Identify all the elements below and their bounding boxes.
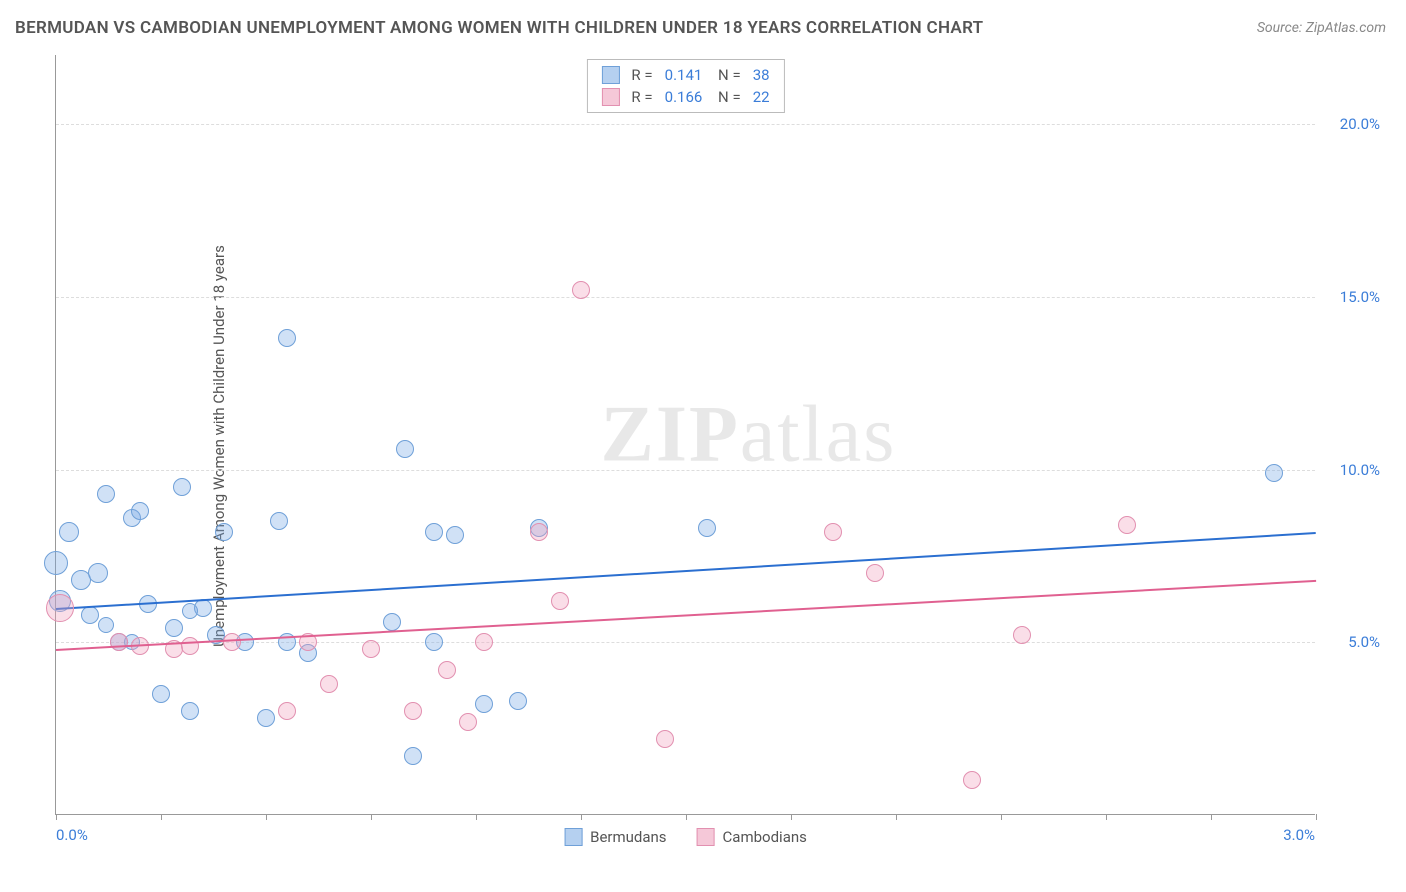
data-point: [404, 702, 422, 720]
x-tick: [791, 814, 792, 820]
data-point: [257, 709, 275, 727]
data-point: [404, 747, 422, 765]
data-point: [396, 440, 414, 458]
data-point: [181, 702, 199, 720]
data-point: [165, 619, 183, 637]
x-tick: [686, 814, 687, 820]
data-point: [459, 713, 477, 731]
data-point: [181, 637, 199, 655]
x-tick-label: 0.0%: [56, 826, 88, 844]
data-point: [698, 519, 716, 537]
data-point: [438, 661, 456, 679]
source-attribution: Source: ZipAtlas.com: [1257, 20, 1386, 36]
legend-stats-row: R = 0.141 N = 38: [601, 66, 769, 84]
legend-stats-row: R = 0.166 N = 22: [601, 88, 769, 106]
data-point: [963, 771, 981, 789]
data-point: [278, 329, 296, 347]
x-tick: [896, 814, 897, 820]
gridline: [56, 297, 1315, 298]
data-point: [446, 526, 464, 544]
trendline: [56, 532, 1316, 610]
data-point: [572, 281, 590, 299]
x-tick-label: 3.0%: [1283, 826, 1315, 844]
data-point: [1118, 516, 1136, 534]
data-point: [88, 563, 108, 583]
data-point: [270, 512, 288, 530]
data-point: [425, 523, 443, 541]
data-point: [46, 594, 74, 622]
x-tick: [56, 814, 57, 820]
data-point: [509, 692, 527, 710]
x-tick: [1001, 814, 1002, 820]
y-tick-label: 15.0%: [1340, 288, 1380, 306]
x-tick: [581, 814, 582, 820]
data-point: [44, 551, 68, 575]
data-point: [278, 702, 296, 720]
data-point: [152, 685, 170, 703]
data-point: [110, 633, 128, 651]
legend-swatch-bermudans: [564, 828, 582, 846]
data-point: [59, 522, 79, 542]
legend-item-cambodians: Cambodians: [697, 828, 807, 846]
data-point: [551, 592, 569, 610]
x-tick: [476, 814, 477, 820]
data-point: [223, 633, 241, 651]
data-point: [530, 523, 548, 541]
y-tick-label: 20.0%: [1340, 115, 1380, 133]
data-point: [98, 617, 114, 633]
legend-swatch-bermudans: [601, 66, 619, 84]
chart-title: BERMUDAN VS CAMBODIAN UNEMPLOYMENT AMONG…: [15, 18, 983, 38]
legend-stats: R = 0.141 N = 38 R = 0.166 N = 22: [586, 59, 784, 113]
data-point: [475, 695, 493, 713]
data-point: [824, 523, 842, 541]
data-point: [656, 730, 674, 748]
gridline: [56, 470, 1315, 471]
gridline: [56, 124, 1315, 125]
chart-container: BERMUDAN VS CAMBODIAN UNEMPLOYMENT AMONG…: [0, 0, 1406, 892]
y-tick-label: 10.0%: [1340, 461, 1380, 479]
x-tick: [161, 814, 162, 820]
legend-series: Bermudans Cambodians: [564, 828, 807, 846]
legend-swatch-cambodians: [697, 828, 715, 846]
data-point: [131, 502, 149, 520]
legend-swatch-cambodians: [601, 88, 619, 106]
data-point: [173, 478, 191, 496]
x-tick: [266, 814, 267, 820]
watermark: ZIPatlas: [600, 389, 896, 480]
data-point: [383, 613, 401, 631]
data-point: [1013, 626, 1031, 644]
x-tick: [1211, 814, 1212, 820]
data-point: [425, 633, 443, 651]
data-point: [866, 564, 884, 582]
data-point: [97, 485, 115, 503]
x-tick: [371, 814, 372, 820]
trendline: [56, 580, 1316, 651]
data-point: [182, 603, 198, 619]
data-point: [1265, 464, 1283, 482]
y-tick-label: 5.0%: [1348, 633, 1380, 651]
data-point: [215, 523, 233, 541]
legend-item-bermudans: Bermudans: [564, 828, 666, 846]
data-point: [475, 633, 493, 651]
data-point: [362, 640, 380, 658]
plot-area: ZIPatlas R = 0.141 N = 38 R = 0.166 N = …: [55, 55, 1315, 815]
data-point: [320, 675, 338, 693]
x-tick: [1106, 814, 1107, 820]
x-tick: [1316, 814, 1317, 820]
